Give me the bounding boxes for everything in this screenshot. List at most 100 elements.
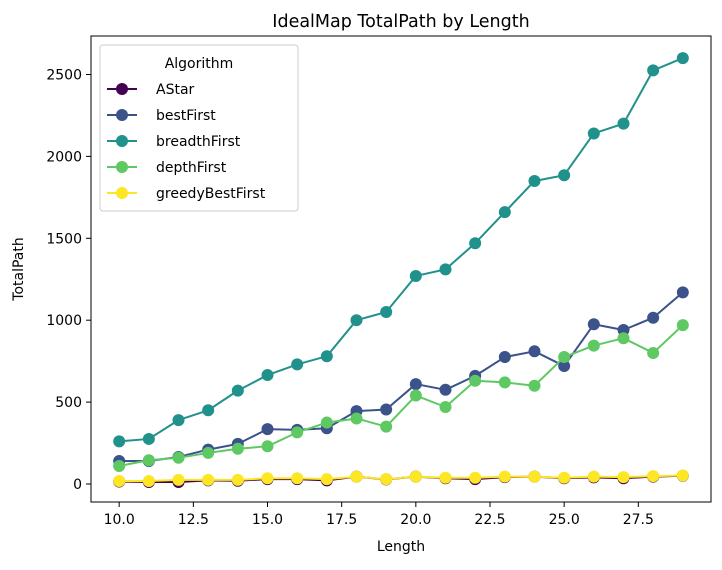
legend-item-bestFirst: bestFirst [107,108,216,124]
data-point-breadthFirst-19 [380,306,393,318]
data-point-breadthFirst-29 [676,52,689,65]
data-point-breadthFirst-11 [142,432,155,445]
data-point-greedyBestFirst-11 [142,475,155,488]
x-tick-label: 12.5 [178,512,209,528]
legend-label: depthFirst [156,160,227,176]
data-point-greedyBestFirst-22 [469,471,482,484]
data-point-depthFirst-23 [498,376,511,389]
data-point-depthFirst-27 [617,332,630,345]
plot-frame [90,35,712,503]
legend-item-greedyBestFirst: greedyBestFirst [107,186,266,202]
data-point-greedyBestFirst-24 [528,470,541,483]
x-tick-label: 27.5 [623,512,654,528]
data-point-greedyBestFirst-27 [617,471,630,484]
data-point-greedyBestFirst-18 [350,470,363,483]
data-point-breadthFirst-10 [113,435,126,448]
data-point-bestFirst-21 [439,383,452,396]
y-tick-label: 0 [73,477,82,493]
data-point-greedyBestFirst-16 [291,472,304,485]
data-point-greedyBestFirst-15 [261,472,274,485]
data-point-greedyBestFirst-28 [647,470,660,483]
data-point-greedyBestFirst-29 [676,469,689,482]
data-point-greedyBestFirst-12 [172,473,185,486]
data-point-depthFirst-13 [202,446,215,459]
data-point-depthFirst-19 [380,420,393,433]
data-point-breadthFirst-28 [647,64,660,77]
data-point-breadthFirst-22 [469,237,482,250]
data-point-depthFirst-22 [469,374,482,387]
series-breadthFirst [113,52,689,448]
data-point-breadthFirst-25 [558,169,571,182]
legend-item-depthFirst: depthFirst [107,160,227,176]
data-point-greedyBestFirst-10 [113,475,126,488]
data-point-breadthFirst-12 [172,414,185,427]
legend-label: breadthFirst [156,134,241,150]
y-tick-label: 2500 [46,67,82,83]
y-tick-label: 1500 [46,231,82,247]
y-tick-label: 1000 [46,313,82,329]
data-point-breadthFirst-15 [261,369,274,382]
data-point-greedyBestFirst-14 [231,473,244,486]
data-point-greedyBestFirst-21 [439,471,452,484]
y-tick-label: 2000 [46,149,82,165]
legend-box [99,44,299,212]
legend-marker [116,109,128,121]
data-point-depthFirst-10 [113,459,126,472]
x-tick-label: 10.0 [104,512,135,528]
data-point-depthFirst-25 [558,351,571,364]
legend-marker [116,187,128,199]
data-point-depthFirst-24 [528,379,541,392]
x-tick-label: 25.0 [549,512,580,528]
data-point-greedyBestFirst-23 [498,470,511,483]
legend-item-breadthFirst: breadthFirst [107,134,241,150]
data-point-breadthFirst-16 [291,358,304,371]
data-point-bestFirst-25 [558,360,571,373]
data-point-bestFirst-29 [676,286,689,299]
legend-label: greedyBestFirst [156,186,266,202]
data-point-bestFirst-15 [261,423,274,436]
data-point-breadthFirst-24 [528,174,541,187]
x-tick-label: 20.0 [400,512,431,528]
data-point-breadthFirst-26 [587,127,600,140]
x-tick-label: 17.5 [326,512,357,528]
data-point-breadthFirst-18 [350,314,363,327]
data-point-bestFirst-19 [380,403,393,416]
x-tick-label: 15.0 [252,512,283,528]
legend-label: AStar [156,82,195,98]
data-point-breadthFirst-23 [498,206,511,219]
data-point-bestFirst-20 [409,378,422,391]
legend-label: bestFirst [156,108,216,124]
data-point-greedyBestFirst-13 [202,473,215,486]
data-point-depthFirst-11 [142,454,155,467]
data-point-greedyBestFirst-19 [380,473,393,486]
data-point-depthFirst-12 [172,451,185,464]
data-point-depthFirst-29 [676,319,689,332]
data-point-depthFirst-16 [291,426,304,439]
data-point-breadthFirst-20 [409,269,422,282]
data-point-depthFirst-14 [231,442,244,455]
legend-marker [116,161,128,173]
y-tick-label: 500 [55,395,82,411]
data-point-breadthFirst-21 [439,263,452,276]
y-axis-label: TotalPath [11,237,27,301]
legend-item-AStar: AStar [107,82,195,98]
series-depthFirst [113,319,689,472]
data-point-bestFirst-28 [647,311,660,324]
data-point-bestFirst-23 [498,351,511,364]
data-point-breadthFirst-27 [617,117,630,130]
data-point-greedyBestFirst-17 [320,473,333,486]
data-point-breadthFirst-13 [202,404,215,417]
data-point-depthFirst-21 [439,401,452,413]
data-point-breadthFirst-14 [231,384,244,397]
legend-marker [116,135,128,147]
x-tick-label: 22.5 [474,512,505,528]
data-point-bestFirst-24 [528,345,541,358]
data-point-depthFirst-20 [409,389,422,402]
data-point-depthFirst-18 [350,412,363,425]
legend: Algorithm AStar bestFirst breadthFirst dept… [99,44,299,212]
data-point-depthFirst-28 [647,346,660,359]
data-point-greedyBestFirst-20 [409,470,422,483]
data-point-depthFirst-26 [587,339,600,352]
data-point-breadthFirst-17 [320,350,333,363]
data-point-greedyBestFirst-26 [587,470,600,483]
